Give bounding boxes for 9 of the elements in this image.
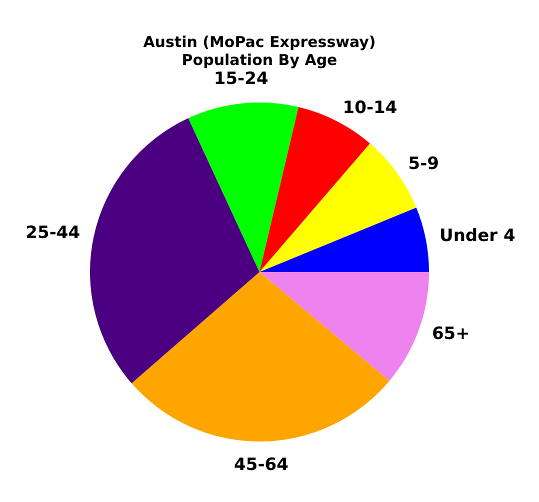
chart-subtitle: Population By Age bbox=[182, 50, 338, 69]
slice-label: 25-44 bbox=[26, 223, 80, 244]
slice-label: 65+ bbox=[432, 324, 470, 344]
slice-label: 5-9 bbox=[408, 154, 440, 174]
slice-label: Under 4 bbox=[440, 226, 516, 246]
slice-label: 15-24 bbox=[214, 68, 268, 89]
slice-label: 45-64 bbox=[234, 454, 289, 475]
slice-label: 10-14 bbox=[342, 98, 398, 118]
chart-title: Austin (MoPac Expressway) bbox=[143, 32, 376, 51]
